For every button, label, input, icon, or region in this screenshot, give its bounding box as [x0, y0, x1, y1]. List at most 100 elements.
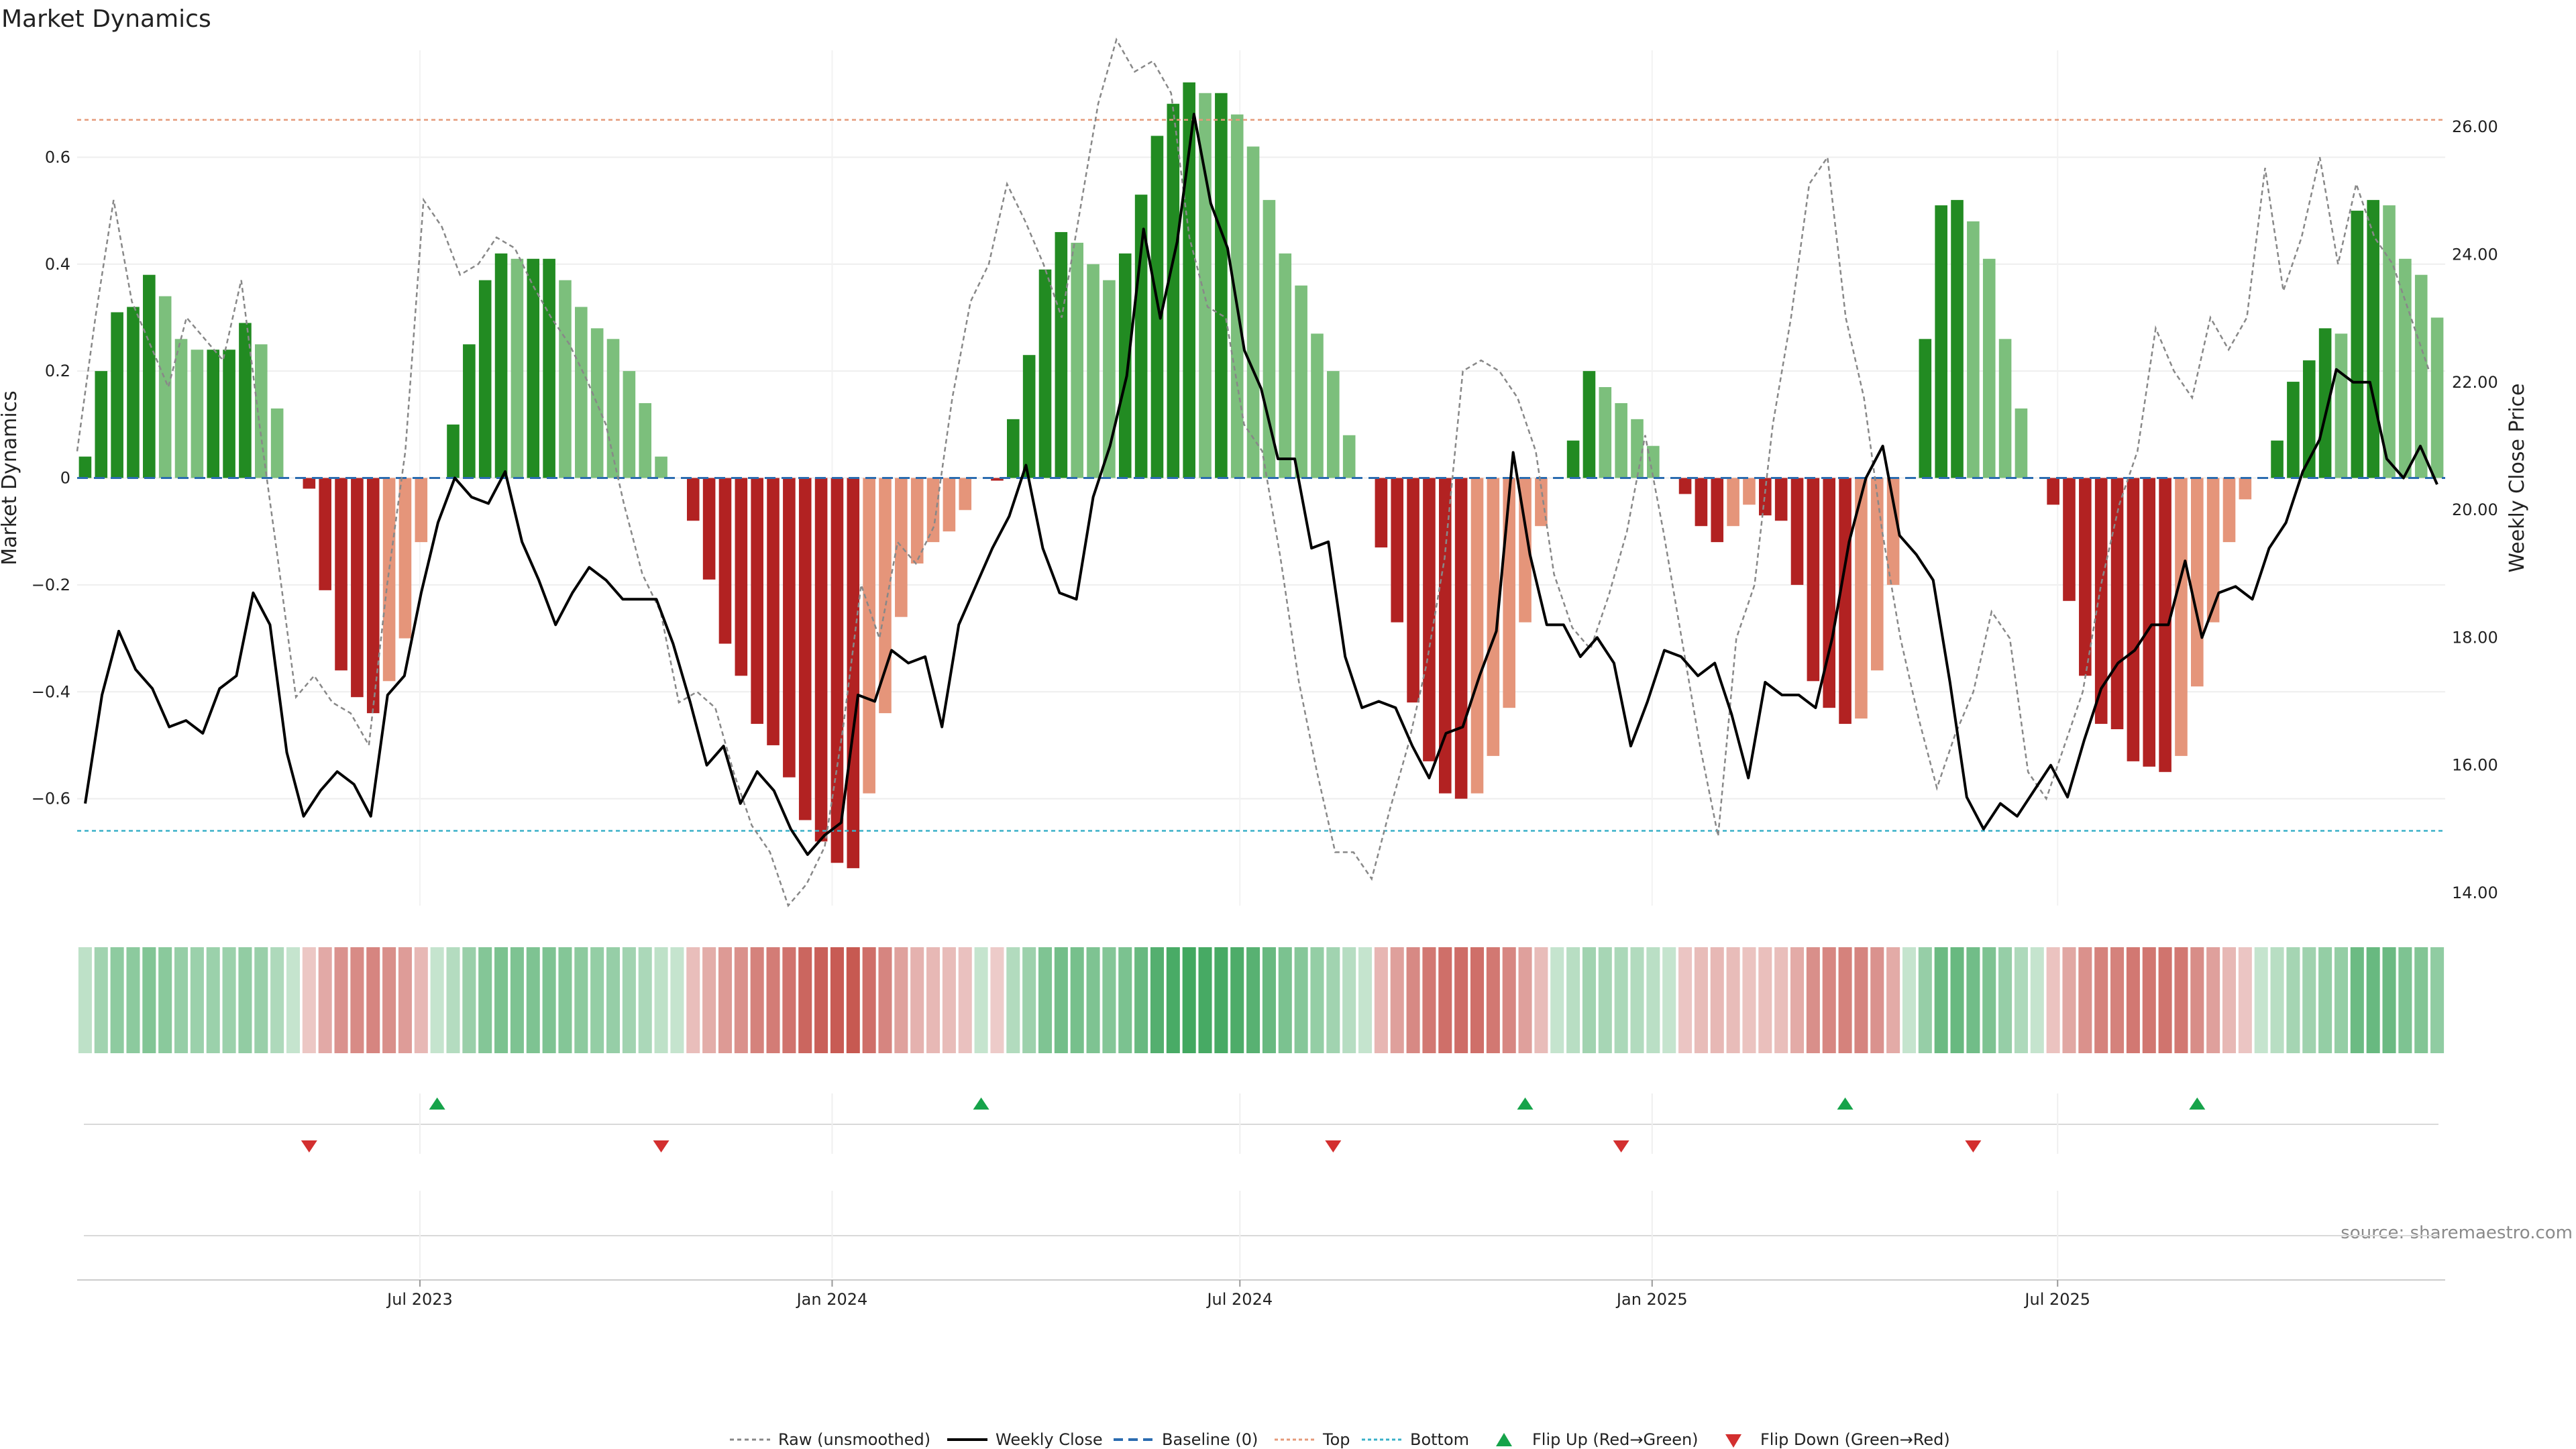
date-tick-label: Jan 2025: [1615, 1290, 1688, 1309]
momentum-bar: [623, 371, 636, 478]
regime-cell: [2334, 947, 2348, 1053]
momentum-bar: [1230, 114, 1244, 478]
momentum-bar: [1566, 440, 1580, 478]
momentum-bar: [1998, 339, 2012, 478]
momentum-bar: [191, 350, 204, 478]
regime-cell: [2142, 947, 2156, 1053]
momentum-bar: [1375, 478, 1388, 548]
regime-cell: [1870, 947, 1884, 1053]
left-tick-label: −0.2: [32, 576, 70, 594]
momentum-bar: [879, 478, 892, 714]
regime-cell: [702, 947, 716, 1053]
regime-cell: [366, 947, 380, 1053]
regime-cell: [2078, 947, 2092, 1053]
momentum-bar: [1246, 146, 1260, 478]
flip-up-marker: [973, 1097, 989, 1110]
regime-cell: [558, 947, 572, 1053]
legend-bottom-label: Bottom: [1410, 1430, 1469, 1449]
regime-cell: [1790, 947, 1805, 1053]
regime-cell: [894, 947, 908, 1053]
regime-cell: [1166, 947, 1180, 1053]
momentum-bar: [686, 478, 700, 521]
regime-cell: [382, 947, 396, 1053]
left-tick-label: −0.4: [32, 682, 70, 701]
momentum-bar: [1391, 478, 1404, 623]
regime-cell: [2286, 947, 2300, 1053]
momentum-bar: [1279, 253, 1292, 478]
regime-cell: [510, 947, 524, 1053]
momentum-bar: [254, 344, 268, 478]
momentum-bar: [1599, 387, 1612, 478]
momentum-bar: [447, 424, 460, 478]
momentum-bar: [943, 478, 956, 532]
momentum-bar: [143, 274, 156, 478]
momentum-bar: [2110, 478, 2124, 730]
regime-cell: [1278, 947, 1292, 1053]
regime-cell: [1406, 947, 1420, 1053]
momentum-bar: [2239, 478, 2252, 500]
regime-cell: [1454, 947, 1468, 1053]
momentum-bar: [1022, 355, 1036, 478]
regime-cell: [638, 947, 652, 1053]
regime-cell: [494, 947, 508, 1053]
momentum-bar: [1134, 195, 1148, 478]
regime-cell: [430, 947, 444, 1053]
regime-cell: [2174, 947, 2188, 1053]
regime-cell: [2414, 947, 2428, 1053]
momentum-bar: [2063, 478, 2076, 601]
legend-close-label: Weekly Close: [996, 1430, 1103, 1449]
momentum-bar: [1678, 478, 1692, 494]
regime-cell: [1502, 947, 1516, 1053]
momentum-bar: [590, 328, 604, 478]
chart-title: Market Dynamics: [1, 5, 211, 33]
regime-cell: [2238, 947, 2252, 1053]
momentum-bar: [1615, 402, 1627, 478]
momentum-bar: [1759, 478, 1772, 516]
momentum-bar: [494, 253, 508, 478]
momentum-bar: [895, 478, 908, 617]
momentum-bar: [174, 339, 188, 478]
left-tick-label: 0.4: [45, 255, 70, 274]
regime-cell: [142, 947, 156, 1053]
regime-cell: [1006, 947, 1020, 1053]
momentum-bar: [1311, 333, 1324, 478]
left-tick-label: 0: [60, 469, 70, 488]
regime-cell: [1934, 947, 1948, 1053]
regime-cell: [286, 947, 301, 1053]
right-tick-label: 16.00: [2452, 756, 2498, 775]
regime-cell: [814, 947, 828, 1053]
regime-cell: [1294, 947, 1308, 1053]
regime-cell: [158, 947, 172, 1053]
momentum-bar: [2094, 478, 2108, 724]
momentum-bar: [735, 478, 748, 676]
regime-cell: [1054, 947, 1068, 1053]
regime-cell: [2318, 947, 2332, 1053]
momentum-bar: [1407, 478, 1419, 703]
momentum-bar: [1055, 231, 1068, 478]
regime-cell: [174, 947, 189, 1053]
regime-cell: [1534, 947, 1548, 1053]
flip-down-marker: [653, 1140, 669, 1152]
momentum-bar: [382, 478, 396, 682]
regime-cell: [2398, 947, 2412, 1053]
regime-cell: [1198, 947, 1212, 1053]
momentum-bar: [463, 344, 476, 478]
regime-cell: [2366, 947, 2380, 1053]
regime-cell: [254, 947, 268, 1053]
regime-cell: [302, 947, 316, 1053]
regime-cell: [1150, 947, 1164, 1053]
regime-cell: [446, 947, 460, 1053]
regime-cell: [766, 947, 780, 1053]
regime-cell: [1022, 947, 1036, 1053]
regime-cell: [1438, 947, 1452, 1053]
momentum-bar: [2271, 440, 2284, 478]
regime-cell: [1982, 947, 1996, 1053]
regime-cell: [126, 947, 140, 1053]
regime-cell: [318, 947, 332, 1053]
regime-cell: [1630, 947, 1644, 1053]
momentum-bar: [1774, 478, 1788, 521]
momentum-bar: [2206, 478, 2220, 623]
momentum-bar: [2079, 478, 2092, 676]
left-tick-label: −0.6: [32, 790, 70, 808]
regime-cell: [526, 947, 540, 1053]
